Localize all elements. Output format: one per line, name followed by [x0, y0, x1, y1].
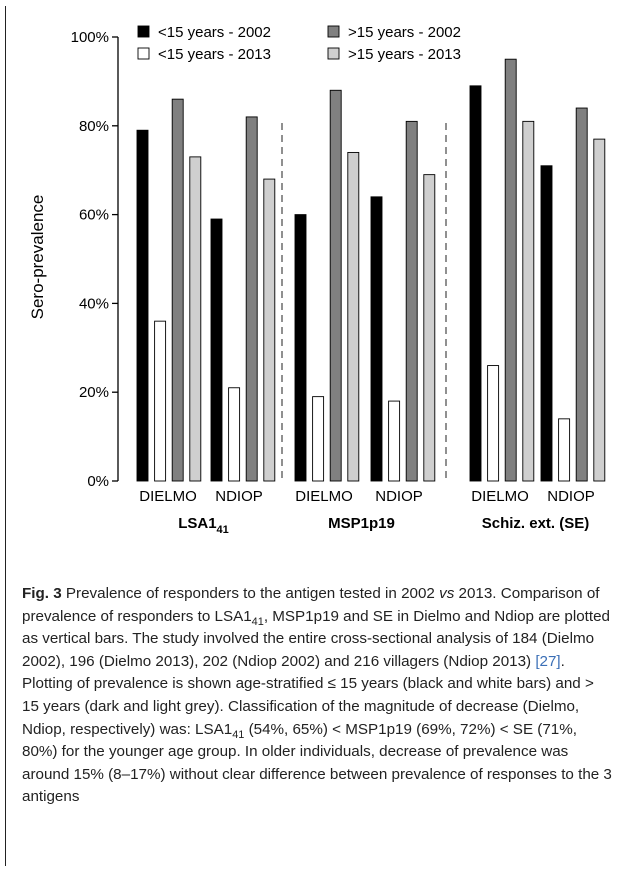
reference-link[interactable]: [27] [535, 652, 561, 670]
x-site-label: NDIOP [215, 488, 263, 505]
bar [154, 320, 167, 482]
caption-text-3: , MSP1p19 and SE in Dielmo and Ndiop are… [22, 607, 610, 670]
y-tick-label: 80% [79, 118, 109, 135]
group-dividers [281, 123, 447, 481]
legend-swatch [327, 25, 340, 38]
bar [558, 418, 571, 482]
bar [388, 400, 401, 482]
y-tick-label: 20% [79, 384, 109, 401]
y-tick-label: 100% [71, 29, 109, 46]
legend-swatch [327, 47, 340, 60]
bar [522, 120, 535, 482]
legend-label: <15 years - 2013 [158, 46, 271, 63]
bar [263, 178, 276, 482]
x-group-label-subscript: 41 [217, 524, 229, 536]
caption-text-1: Prevalence of responders to the antigen … [61, 585, 440, 602]
caption-subscript-1: 41 [251, 615, 264, 628]
figure-frame [5, 6, 620, 866]
x-axis-labels: DIELMO NDIOP LSA141 DIELMO NDIOP MSP1p19 DIELM… [139, 488, 595, 536]
bar [329, 89, 342, 482]
x-site-label: NDIOP [375, 488, 423, 505]
figure-caption: Fig. 3 Prevalence of responders to the a… [22, 583, 612, 809]
y-axis-label: Sero-prevalence [28, 195, 47, 320]
x-site-label: NDIOP [547, 488, 595, 505]
y-tick-label: 60% [79, 207, 109, 224]
bar [370, 196, 383, 482]
x-site-label: DIELMO [295, 488, 353, 505]
x-group-label-main: MSP1p19 [328, 515, 395, 532]
legend-label: >15 years - 2013 [348, 46, 461, 63]
bar [245, 116, 258, 482]
bar [136, 129, 149, 482]
bar [405, 120, 418, 482]
bar [575, 107, 588, 482]
bar [312, 396, 325, 482]
y-axis: 0% 20% 40% 60% 80% 100% [71, 29, 119, 490]
x-site-label: DIELMO [471, 488, 529, 505]
x-group-label-main: LSA1 [178, 515, 216, 532]
bar [487, 365, 500, 482]
legend-label: <15 years - 2002 [158, 24, 271, 41]
bar [210, 218, 223, 482]
bar-chart: <15 years - 2002 <15 years - 2013 >15 year… [28, 24, 606, 536]
caption-text-5: (54%, 65%) < MSP1p19 (69%, 72%) < SE (71… [22, 720, 612, 806]
figure-label: Fig. 3 [22, 585, 62, 602]
bar [294, 214, 307, 482]
y-tick-label: 0% [87, 473, 109, 490]
bar [469, 85, 482, 482]
caption-vs: vs [439, 585, 455, 602]
legend-label: >15 years - 2002 [348, 24, 461, 41]
bar [504, 58, 517, 482]
x-site-label: DIELMO [139, 488, 197, 505]
caption-subscript-2: 41 [232, 728, 245, 741]
chart-legend: <15 years - 2002 <15 years - 2013 >15 year… [137, 24, 461, 63]
x-group-label: Schiz. ext. (SE) [482, 515, 590, 532]
bar [189, 156, 202, 482]
bar [423, 174, 436, 482]
bar [171, 98, 184, 482]
x-group-label: MSP1p19 [328, 515, 395, 532]
y-tick-label: 40% [79, 295, 109, 312]
caption-text-4: . Plotting of prevalence is shown age-st… [22, 652, 594, 738]
chart-bars [136, 58, 606, 482]
bar [347, 151, 360, 482]
bar [228, 387, 241, 482]
legend-swatch [137, 47, 150, 60]
legend-swatch [137, 25, 150, 38]
bar [593, 138, 606, 482]
bar [540, 165, 553, 482]
caption-text-2: 2013. Comparison of prevalence of respon… [22, 585, 600, 625]
x-group-label-main: Schiz. ext. (SE) [482, 515, 590, 532]
x-group-label: LSA141 [178, 515, 229, 536]
